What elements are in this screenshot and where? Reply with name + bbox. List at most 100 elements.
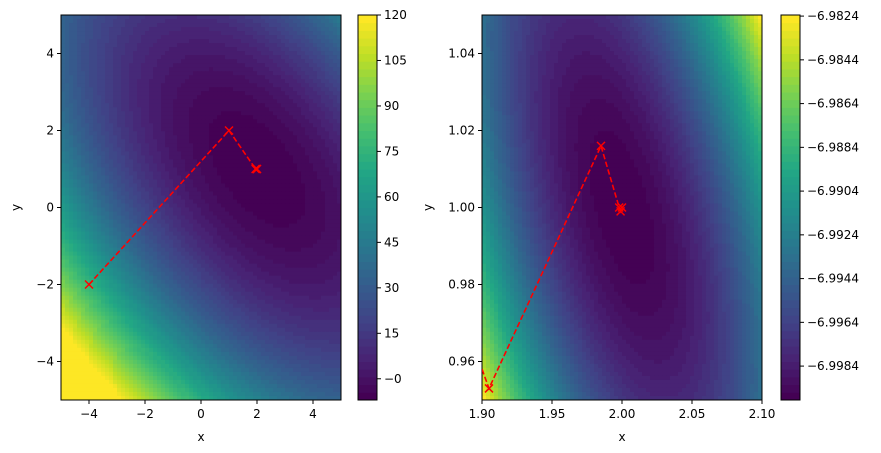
contour-cell	[129, 75, 134, 80]
contour-cell	[313, 19, 318, 24]
contour-cell	[85, 115, 90, 120]
contour-cell	[305, 259, 310, 265]
contour-cell	[105, 167, 110, 173]
contour-cell	[221, 75, 226, 80]
contour-cell	[205, 35, 210, 40]
contour-cell	[221, 35, 226, 40]
contour-cell	[213, 215, 218, 221]
contour-cell	[149, 287, 154, 293]
contour-cell	[141, 95, 146, 100]
contour-cell	[241, 191, 246, 197]
contour-cell	[209, 83, 214, 88]
contour-cell	[97, 231, 102, 237]
contour-cell	[173, 211, 178, 217]
contour-cell	[169, 167, 174, 173]
contour-cell	[289, 51, 294, 56]
contour-cell	[253, 147, 258, 152]
contour-cell	[77, 151, 82, 156]
contour-cell	[269, 231, 274, 237]
contour-cell	[85, 295, 90, 301]
contour-cell	[225, 15, 230, 20]
contour-cell	[309, 203, 314, 209]
contour-cell	[333, 103, 338, 108]
contour-cell	[265, 107, 270, 112]
contour-cell	[65, 107, 70, 112]
contour-cell	[261, 107, 266, 112]
contour-cell	[129, 171, 134, 177]
contour-cell	[329, 179, 334, 185]
contour-cell	[241, 263, 246, 269]
contour-cell	[325, 51, 330, 56]
contour-cell	[265, 267, 270, 273]
contour-cell	[165, 295, 170, 301]
contour-cell	[117, 127, 122, 132]
contour-cell	[93, 259, 98, 265]
contour-cell	[161, 179, 166, 185]
contour-cell	[329, 107, 334, 112]
contour-cell	[69, 247, 74, 253]
contour-cell	[197, 83, 202, 88]
contour-cell	[129, 143, 134, 148]
contour-cell	[185, 19, 190, 24]
contour-cell	[181, 203, 186, 209]
contour-cell	[273, 203, 278, 209]
contour-cell	[325, 123, 330, 128]
contour-cell	[97, 191, 102, 197]
contour-cell	[297, 251, 302, 257]
contour-cell	[213, 87, 218, 92]
contour-cell	[237, 279, 242, 285]
contour-cell	[269, 87, 274, 92]
contour-cell	[61, 43, 66, 48]
contour-cell	[221, 259, 226, 265]
contour-cell	[253, 139, 258, 144]
contour-cell	[281, 179, 286, 185]
contour-cell	[125, 115, 130, 120]
contour-cell	[333, 23, 338, 28]
contour-cell	[273, 287, 278, 293]
contour-cell	[261, 191, 266, 197]
contour-cell	[337, 23, 341, 28]
contour-cell	[313, 87, 318, 92]
contour-cell	[185, 95, 190, 100]
contour-cell	[217, 247, 222, 253]
contour-cell	[129, 159, 134, 164]
contour-cell	[289, 203, 294, 209]
contour-cell	[197, 111, 202, 116]
contour-cell	[337, 103, 341, 108]
contour-cell	[273, 31, 278, 36]
contour-cell	[149, 295, 154, 301]
contour-cell	[313, 191, 318, 197]
contour-cell	[129, 283, 134, 289]
contour-cell	[201, 207, 206, 213]
contour-cell	[181, 155, 186, 160]
contour-cell	[277, 135, 282, 140]
contour-cell	[221, 279, 226, 285]
contour-cell	[89, 187, 94, 193]
contour-cell	[121, 263, 126, 269]
contour-cell	[245, 247, 250, 253]
contour-cell	[113, 135, 118, 140]
contour-cell	[189, 87, 194, 92]
contour-cell	[169, 23, 174, 28]
contour-cell	[325, 155, 330, 160]
contour-cell	[305, 47, 310, 52]
contour-cell	[297, 203, 302, 209]
contour-cell	[129, 231, 134, 237]
contour-cell	[69, 223, 74, 229]
contour-cell	[161, 15, 166, 20]
contour-cell	[301, 291, 306, 297]
contour-cell	[205, 39, 210, 44]
contour-cell	[329, 119, 334, 124]
contour-cell	[325, 83, 330, 88]
contour-cell	[89, 115, 94, 120]
contour-cell	[109, 247, 114, 253]
contour-cell	[245, 143, 250, 148]
contour-cell	[169, 251, 174, 257]
contour-cell	[193, 79, 198, 84]
contour-cell	[197, 67, 202, 72]
contour-cell	[237, 75, 242, 80]
contour-cell	[61, 115, 66, 120]
contour-cell	[229, 207, 234, 213]
contour-cell	[201, 231, 206, 237]
contour-cell	[105, 247, 110, 253]
